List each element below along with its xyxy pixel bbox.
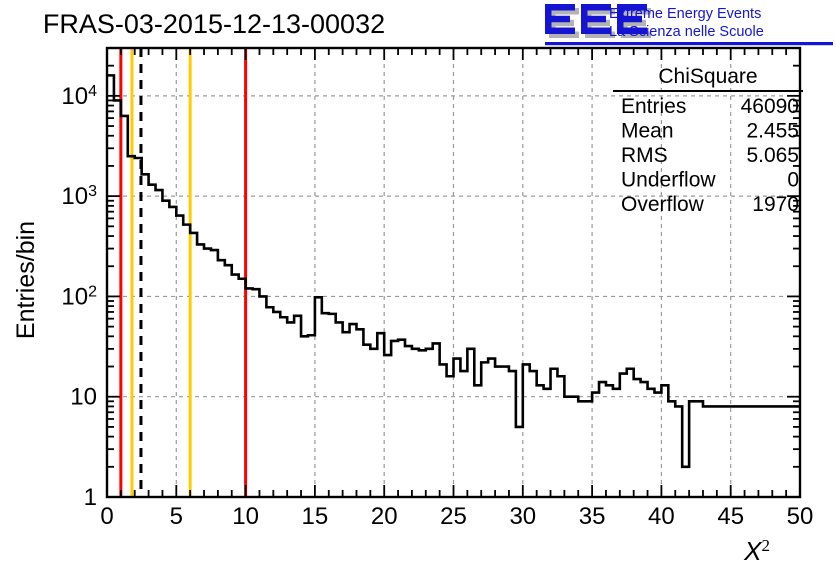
y-tick-label: 104 — [61, 82, 97, 110]
x-tick-label: 15 — [302, 503, 329, 530]
x-tick-label: 20 — [371, 503, 398, 530]
stats-row-value: 1970 — [752, 193, 799, 216]
stats-row-value: 2.455 — [746, 120, 799, 143]
x-tick-label: 50 — [787, 503, 814, 530]
page-title: FRAS-03-2015-12-13-00032 — [43, 9, 385, 39]
x-tick-label: 45 — [717, 503, 744, 530]
stats-title: ChiSquare — [658, 65, 757, 88]
y-tick-label: 1 — [84, 484, 97, 511]
logo-tagline-line2: La Scienza nelle Scuole — [609, 24, 764, 40]
stats-row-label: RMS — [621, 144, 668, 167]
logo-tagline-line1: Extreme Energy Events — [609, 6, 761, 22]
y-tick-label: 10 — [70, 384, 97, 411]
eee-logo — [545, 4, 833, 46]
y-tick-label: 102 — [61, 283, 97, 311]
cut-marker-lines — [119, 48, 248, 497]
stats-row-value: 5.065 — [746, 144, 799, 167]
stats-row-value: 0 — [787, 169, 799, 192]
x-tick-label: 25 — [440, 503, 467, 530]
x-tick-label: 35 — [579, 503, 606, 530]
y-axis-tick-labels: 1 10 102 103 104 — [61, 82, 97, 511]
x-tick-label: 40 — [648, 503, 675, 530]
statistics-box: ChiSquare Entries 46090 Mean 2.455 RMS 5.065 Un… — [613, 65, 803, 216]
x-tick-label: 10 — [232, 503, 259, 530]
x-tick-label: 5 — [170, 503, 183, 530]
stats-row-value: 46090 — [741, 95, 799, 118]
stats-row-label: Underflow — [621, 169, 716, 192]
stats-row-label: Mean — [621, 120, 674, 143]
x-tick-label: 0 — [100, 503, 113, 530]
x-tick-label: 30 — [509, 503, 536, 530]
x-axis-tick-labels: 0 5 10 15 20 25 30 35 40 45 50 — [100, 503, 813, 530]
stats-row-label: Entries — [621, 95, 686, 118]
y-axis-title: Entries/bin — [12, 221, 40, 339]
stats-row-label: Overflow — [621, 193, 705, 216]
histogram-curve — [107, 74, 800, 469]
x-axis-title-text: X2 — [743, 536, 770, 567]
x-axis-ticks — [106, 48, 801, 497]
y-axis-ticks — [107, 47, 800, 498]
y-tick-label: 103 — [61, 183, 97, 211]
x-axis-title: X2 — [743, 536, 770, 567]
